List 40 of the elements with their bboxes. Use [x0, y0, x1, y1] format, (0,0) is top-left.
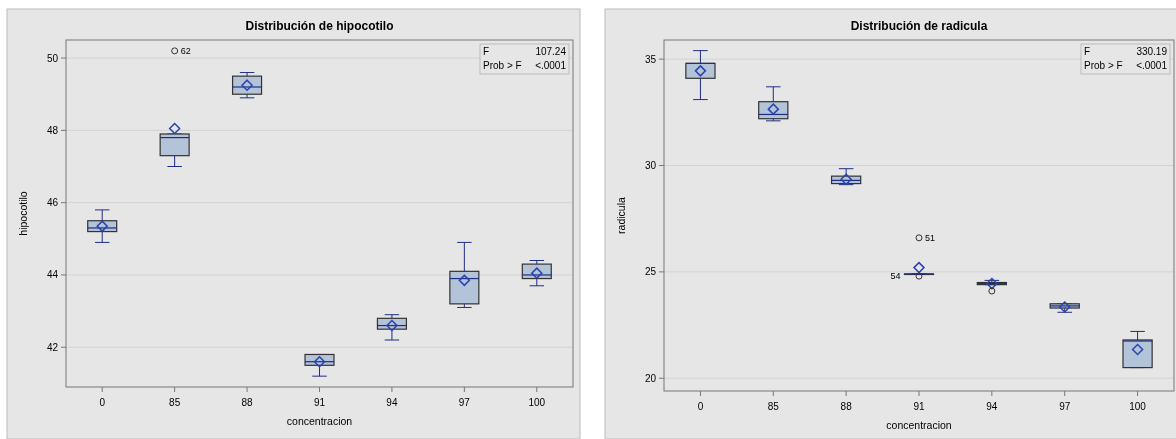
- x-tick-label: 100: [528, 397, 546, 408]
- y-axis-title: radicula: [615, 196, 627, 234]
- y-tick-label: 25: [644, 266, 657, 278]
- x-tick-label: 88: [241, 397, 254, 408]
- y-tick-label: 30: [644, 160, 657, 172]
- y-tick-label: 44: [46, 269, 59, 281]
- annotation: 62: [180, 45, 191, 56]
- x-tick-label: 85: [767, 401, 780, 412]
- annotation: F: [1084, 46, 1091, 57]
- x-tick-label: 97: [458, 397, 471, 408]
- annotation: Prob > F: [1084, 60, 1123, 71]
- x-tick-label: 0: [99, 397, 106, 408]
- x-tick-label: 85: [169, 397, 181, 408]
- x-tick-label: 97: [1059, 401, 1071, 412]
- y-tick-label: 46: [46, 197, 59, 209]
- chart-title: Distribución de hipocotilo: [245, 19, 394, 33]
- annotation: F: [483, 46, 490, 57]
- x-tick-label: 0: [697, 401, 704, 412]
- x-axis-title: concentracion: [886, 419, 952, 431]
- y-tick-label: 42: [46, 341, 59, 353]
- y-tick-label: 48: [46, 124, 59, 136]
- x-tick-label: 91: [913, 401, 925, 412]
- y-tick-label: 20: [644, 372, 657, 384]
- annotation: <.0001: [1136, 60, 1168, 71]
- annotation: 51: [925, 232, 936, 243]
- chart-title: Distribución de radicula: [850, 19, 988, 33]
- annotation: <.0001: [535, 60, 567, 71]
- y-axis-title: hipocotilo: [17, 191, 29, 236]
- x-tick-label: 100: [1129, 401, 1147, 412]
- annotation: 54: [890, 271, 901, 282]
- x-tick-label: 94: [386, 397, 398, 408]
- x-tick-label: 91: [313, 397, 326, 408]
- y-tick-label: 35: [644, 53, 657, 65]
- x-tick-label: 88: [840, 401, 853, 412]
- annotation: 107.24: [535, 46, 567, 57]
- annotation: 330.19: [1136, 46, 1168, 57]
- x-axis-title: concentracion: [286, 415, 353, 427]
- annotation: Prob > F: [483, 60, 522, 71]
- y-tick-label: 50: [46, 52, 59, 64]
- x-tick-label: 94: [986, 401, 998, 412]
